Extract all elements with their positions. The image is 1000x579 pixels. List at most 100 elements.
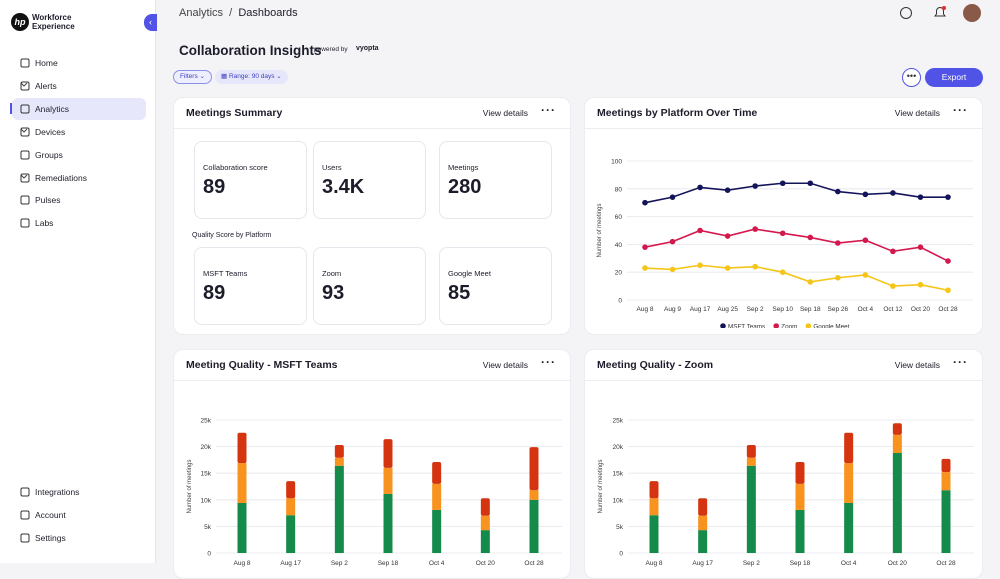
nav-item[interactable]: Account [12,504,146,526]
help-icon[interactable] [900,7,912,19]
bar-segment [480,515,490,531]
x-tick-label: Sep 18 [800,306,821,313]
y-tick-label: 15k [613,471,624,478]
logo-line: Experience [32,22,75,31]
breadcrumb-item[interactable]: Analytics [179,7,224,19]
stat-value: 89 [203,176,226,198]
bar-segment [795,483,805,510]
collapse-button[interactable]: ‹ [144,14,157,31]
bar-segment [649,515,659,553]
nav-item[interactable]: Analytics [12,97,146,120]
filters-button[interactable]: Filters ⌄ [173,70,212,84]
x-tick-label: Oct 4 [841,560,857,567]
nav-item[interactable]: Groups [12,144,146,166]
x-tick-label: Aug 17 [280,560,301,567]
avatar[interactable] [963,4,981,22]
x-tick-label: Sep 2 [747,306,764,313]
summary-card: Meetings Summary View details ··· Collab… [173,97,571,335]
nav-item[interactable]: Devices [12,121,146,143]
card-menu[interactable]: ··· [953,355,968,369]
legend-marker [773,323,780,328]
bar-segment [529,499,539,553]
icon-shape [20,58,30,68]
sidebar: hp Workforce Experience ‹ Home Alerts Anal… [0,0,157,563]
stat-box: Users 3.4K [313,141,426,219]
chart-card: Meetings by Platform Over Time View deta… [584,97,983,335]
nav-label: Analytics [35,103,70,114]
nav-item[interactable]: Alerts [12,75,146,97]
nav-item[interactable]: Home [12,52,146,74]
y-tick-label: 0 [207,551,211,558]
line-point [779,230,786,237]
bar-segment [649,498,659,516]
export-button[interactable]: Export [925,68,983,87]
view-details[interactable]: View details [482,360,528,370]
y-tick-label: 0 [618,298,622,305]
breadcrumb: Analytics / Dashboards [179,7,298,19]
icon-shape [20,81,30,91]
bar-segment [334,445,344,458]
nav-icon [20,58,30,68]
y-tick-label: 25k [613,418,624,425]
more-button[interactable]: ••• [902,68,921,87]
line-point [724,233,731,239]
nav-item[interactable]: Remediations [12,167,146,189]
line-point [862,237,869,244]
section-label: Quality Score by Platform [192,232,272,239]
x-tick-label: Oct 20 [888,560,908,567]
line-point [669,238,676,245]
line-point [862,191,869,198]
nav-label: Account [35,510,66,520]
bar-segment [844,463,854,503]
card-menu[interactable]: ··· [541,355,556,369]
stat-label: Zoom [322,269,342,278]
range-button[interactable]: ▦ Range: 90 days ⌄ [215,70,288,84]
bell-icon[interactable] [934,7,946,17]
page-title: Collaboration Insights [179,43,322,58]
view-details[interactable]: View details [482,108,528,118]
line-point [862,272,869,278]
x-tick-label: Oct 4 [858,306,874,313]
card-title: Meeting Quality - Zoom [597,359,714,371]
chevron [20,128,28,133]
bar-segment [286,481,296,499]
chart-card: Meeting Quality - Zoom View details ··· … [584,349,983,579]
stat-value: 85 [448,282,471,304]
card-menu[interactable]: ··· [953,103,968,117]
nav-item[interactable]: Integrations [12,481,146,503]
x-tick-label: Oct 28 [938,306,958,313]
icon-shape [20,127,30,137]
stat-box: Collaboration score 89 [194,141,307,219]
card-separator [174,380,570,381]
x-tick-label: Aug 25 [717,306,738,313]
x-tick-label: Oct 4 [429,560,445,567]
view-details[interactable]: View details [894,108,940,118]
logo-icon: hp [11,13,29,31]
y-axis-label: Number of meetings [598,459,604,513]
icon-shape [20,104,30,114]
view-details[interactable]: View details [894,360,940,370]
nav-item[interactable]: Labs [12,212,146,234]
card-title: Meeting Quality - MSFT Teams [186,359,338,371]
chart-card: Meeting Quality - MSFT Teams View detail… [173,349,571,579]
stat-value: 93 [322,282,345,304]
y-tick-label: 5k [204,524,212,531]
filters-label: Filters [180,73,198,80]
x-tick-label: Sep 10 [772,306,793,313]
y-tick-label: 40 [615,242,623,249]
nav-icon [20,218,30,228]
nav-icon [20,81,30,91]
nav-item[interactable]: Settings [12,527,146,549]
card-menu[interactable]: ··· [541,103,556,117]
y-tick-label: 20 [615,270,623,277]
line-point [697,184,703,191]
card-separator [585,380,982,381]
chevron-shape [20,82,28,87]
line-point [835,188,841,195]
y-tick-label: 0 [619,551,623,558]
nav-icon [20,173,30,182]
line-point [890,283,896,289]
x-tick-label: Oct 20 [476,560,496,567]
nav-item[interactable]: Pulses [12,189,146,211]
